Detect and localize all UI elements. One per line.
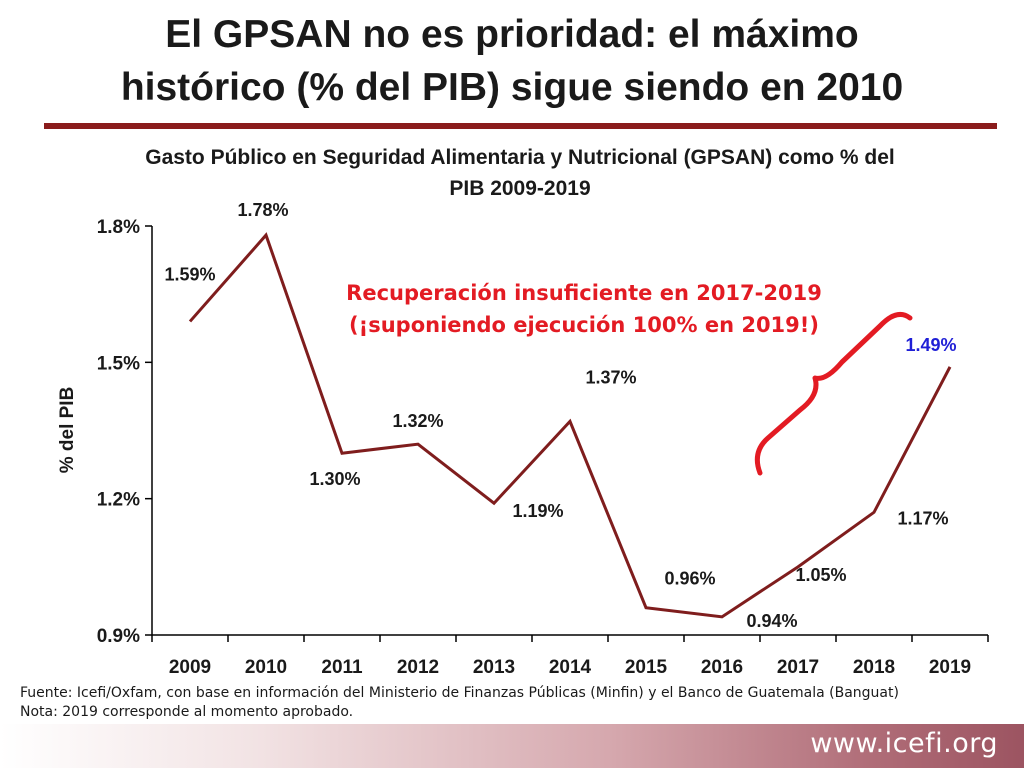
- x-tick-label: 2014: [549, 657, 592, 678]
- slide-title: El GPSAN no es prioridad: el máximo hist…: [0, 8, 1024, 114]
- y-tick-label: 1.5%: [97, 353, 140, 374]
- x-tick-label: 2015: [625, 657, 668, 678]
- source-note: Fuente: Icefi/Oxfam, con base en informa…: [20, 685, 899, 701]
- annotation-line-2: (¡suponiendo ejecución 100% en 2019!): [349, 313, 819, 337]
- x-tick-label: 2013: [473, 657, 515, 678]
- y-axis-label: % del PIB: [57, 387, 78, 474]
- x-tick-label: 2018: [853, 657, 895, 678]
- x-tick-label: 2010: [245, 657, 287, 678]
- footer-bar: www.icefi.org: [0, 724, 1024, 768]
- y-tick-label: 1.2%: [97, 490, 140, 511]
- x-tick-label: 2017: [777, 657, 819, 678]
- data-label: 1.49%: [905, 335, 956, 355]
- slide-title-line-1: El GPSAN no es prioridad: el máximo: [165, 13, 859, 56]
- data-label: 1.17%: [897, 508, 948, 528]
- data-label: 1.37%: [585, 367, 636, 387]
- data-label: 1.59%: [164, 264, 215, 284]
- chart-title-line-1: Gasto Público en Seguridad Alimentaria y…: [145, 146, 895, 169]
- footer-notes: Fuente: Icefi/Oxfam, con base en informa…: [20, 684, 899, 722]
- slide-title-line-2: histórico (% del PIB) sigue siendo en 20…: [120, 66, 904, 109]
- x-tick-label: 2016: [701, 657, 743, 678]
- x-tick-label: 2011: [321, 657, 363, 678]
- x-tick-label: 2009: [169, 657, 211, 678]
- series-line: [188, 232, 952, 619]
- y-tick-label: 1.8%: [97, 217, 140, 238]
- year-note: Nota: 2019 corresponde al momento aproba…: [20, 704, 354, 720]
- data-label: 1.78%: [237, 200, 288, 220]
- x-tick-label: 2012: [397, 657, 439, 678]
- data-label: 0.96%: [664, 569, 715, 589]
- data-label: 1.30%: [309, 469, 360, 489]
- title-divider: [44, 123, 997, 129]
- chart-title: Gasto Público en Seguridad Alimentaria y…: [60, 142, 980, 204]
- bracket-annotation: [754, 311, 913, 476]
- annotation-line-1: Recuperación insuficiente en 2017-2019: [346, 281, 822, 305]
- line-chart: 0.9% 1.2% 1.5% 1.8% 2009 2010 2011 2012 2013 2014…: [57, 200, 989, 678]
- y-tick-label: 0.9%: [97, 626, 140, 647]
- chart-title-line-2: PIB 2009-2019: [449, 177, 591, 200]
- website-link[interactable]: www.icefi.org: [810, 728, 998, 759]
- data-label: 1.19%: [512, 501, 563, 521]
- x-tick-label: 2019: [929, 657, 971, 678]
- data-label: 1.05%: [795, 565, 846, 585]
- data-label: 1.32%: [392, 411, 443, 431]
- data-label: 0.94%: [746, 611, 797, 631]
